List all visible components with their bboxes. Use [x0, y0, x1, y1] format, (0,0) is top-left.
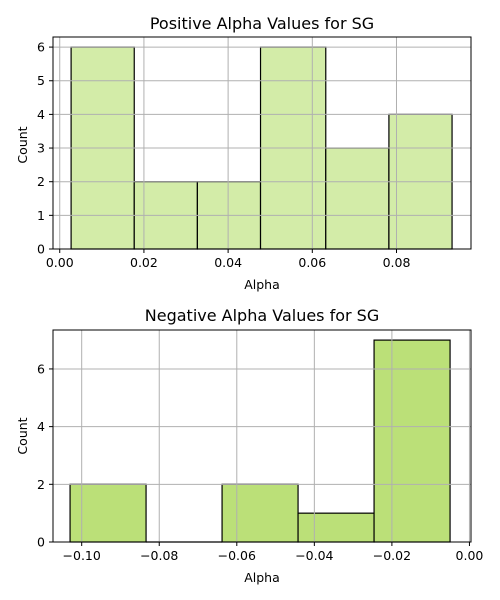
histogram-bar: [373, 339, 451, 543]
chart-title: Positive Alpha Values for SG: [150, 14, 374, 33]
y-tick-label: 1: [37, 208, 45, 223]
histogram-bars: [53, 330, 471, 543]
y-tick-label: 6: [37, 361, 45, 376]
x-tick-label: −0.08: [140, 548, 178, 563]
y-tick-label: 2: [37, 477, 45, 492]
histogram-bars: [53, 37, 471, 250]
y-tick-label: 6: [37, 40, 45, 55]
x-tick-label: −0.02: [373, 548, 411, 563]
y-axis-label: Count: [15, 417, 30, 454]
x-tick-label: 0.08: [383, 255, 411, 270]
x-tick-label: 0.00: [46, 255, 74, 270]
negative-alpha-histogram: Negative Alpha Values for SG −0.10 −0.08−…: [15, 306, 483, 585]
y-tick-label: 5: [37, 73, 45, 88]
y-tick-label: 0: [37, 242, 45, 257]
x-tick-label: 0.00: [456, 548, 484, 563]
y-tick-label: 4: [37, 107, 45, 122]
x-tick-label: 0.02: [130, 255, 158, 270]
x-axis-ticks: 0.00 0.02 0.04 0.06 0.08: [46, 249, 411, 270]
plot-frame: [52, 36, 472, 250]
x-axis-label: Alpha: [244, 570, 280, 585]
plot-frame: [52, 329, 472, 543]
chart-title: Negative Alpha Values for SG: [145, 306, 379, 325]
y-tick-label: 4: [37, 419, 45, 434]
y-tick-label: 0: [37, 535, 45, 550]
x-tick-label: −0.04: [295, 548, 333, 563]
x-tick-label: −0.06: [218, 548, 256, 563]
y-axis-label: Count: [15, 126, 30, 163]
histogram-bar: [69, 483, 147, 543]
histogram-bar: [221, 483, 299, 543]
y-axis-ticks: 0 2 4 6: [37, 361, 53, 550]
histogram-bar: [297, 512, 375, 543]
y-tick-label: 3: [37, 141, 45, 156]
x-tick-label: −0.10: [63, 548, 101, 563]
x-tick-label: 0.04: [214, 255, 242, 270]
histogram-bar: [325, 147, 390, 250]
positive-alpha-histogram: Positive Alpha Values for SG 0.00 0.02 0.0…: [15, 14, 472, 292]
x-axis-label: Alpha: [244, 277, 280, 292]
y-axis-ticks: 0 1 2 3 4 5 6: [37, 40, 53, 257]
x-axis-ticks: −0.10 −0.08 −0.06 −0.04 −0.02 0.00: [63, 542, 484, 563]
y-tick-label: 2: [37, 174, 45, 189]
x-tick-label: 0.06: [298, 255, 326, 270]
